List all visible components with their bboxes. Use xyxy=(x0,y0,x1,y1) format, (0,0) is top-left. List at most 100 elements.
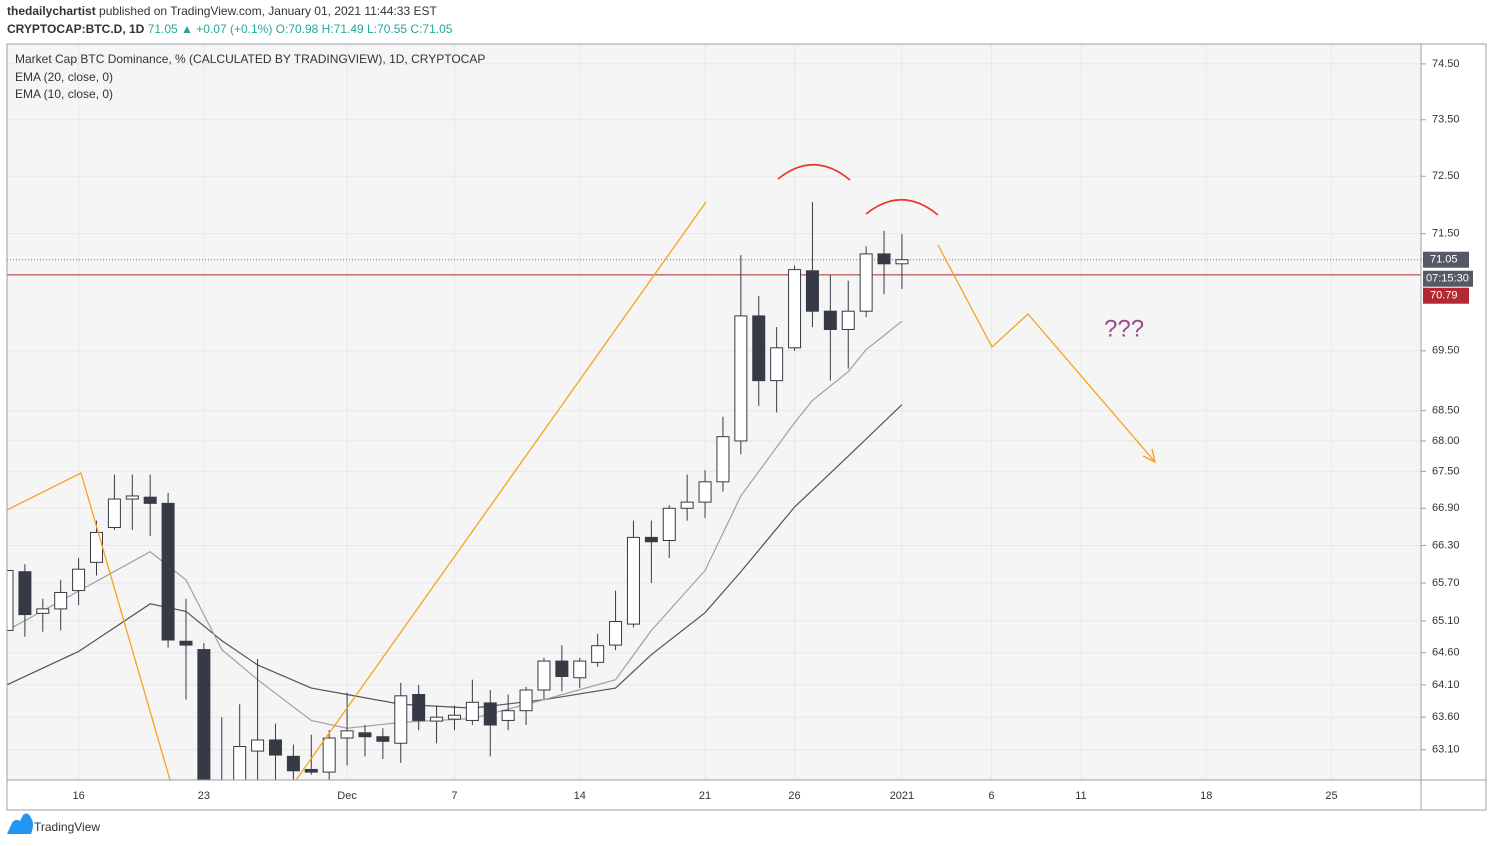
candle-body xyxy=(770,347,784,382)
legend-title: Market Cap BTC Dominance, % (CALCULATED … xyxy=(15,52,485,66)
candle-body xyxy=(662,507,676,542)
candle-body xyxy=(573,660,587,679)
candle-body xyxy=(752,315,766,382)
candle-body xyxy=(143,496,157,504)
candle-body xyxy=(805,270,819,312)
y-tick-label: 68.50 xyxy=(1432,405,1460,417)
candle-body xyxy=(734,315,748,442)
x-tick-label: 6 xyxy=(988,790,994,802)
symbol: CRYPTOCAP:BTC.D, 1D xyxy=(7,22,145,36)
x-tick-label: 14 xyxy=(574,790,586,802)
arrow-head xyxy=(1142,448,1156,464)
price-line-label: 70.79 xyxy=(1430,290,1458,302)
legend-entry: EMA (10, close, 0) xyxy=(15,87,113,101)
y-tick-label: 65.10 xyxy=(1432,615,1460,627)
y-tick-label: 63.10 xyxy=(1432,744,1460,756)
frame xyxy=(6,43,1487,811)
y-tick-label: 63.60 xyxy=(1432,711,1460,723)
candle-body xyxy=(895,259,909,265)
candle-body xyxy=(841,310,855,330)
x-tick-label: 11 xyxy=(1075,790,1086,802)
candle-body xyxy=(680,501,694,509)
candle-body xyxy=(197,649,211,780)
candle-body xyxy=(358,732,372,738)
brand: TradingView xyxy=(34,820,100,834)
x-tick-label: 21 xyxy=(699,790,711,802)
legend: EMA (20, close, 0) EMA (10, close, 0) xyxy=(15,70,113,101)
annotation: ??? xyxy=(1104,315,1144,342)
candle-body xyxy=(823,310,837,330)
candle-body xyxy=(591,645,605,663)
y-tick-label: 64.10 xyxy=(1432,679,1460,691)
countdown-box xyxy=(1423,270,1473,287)
candle-body xyxy=(626,536,640,625)
quote: 71.05 ▲ +0.07 (+0.1%) O:70.98 H:71.49 L:… xyxy=(148,22,453,36)
x-tick-label: 2021 xyxy=(890,790,914,802)
y-tick-label: 68.00 xyxy=(1432,435,1460,447)
drawn-arc xyxy=(777,163,851,181)
candle-body xyxy=(394,695,408,744)
x-tick-label: 26 xyxy=(788,790,800,802)
candle-body xyxy=(268,739,282,756)
drawn-line xyxy=(295,201,707,780)
drawn-line xyxy=(937,244,1156,463)
drawn-line xyxy=(7,472,171,780)
candle-body xyxy=(609,621,623,646)
candle-body xyxy=(716,436,730,483)
candle-body xyxy=(340,730,354,739)
candle-body xyxy=(233,746,247,780)
price-line-box xyxy=(1423,287,1469,304)
y-tick-label: 66.30 xyxy=(1432,539,1460,551)
y-tick-label: 72.50 xyxy=(1432,170,1460,182)
candle-body xyxy=(501,710,515,721)
candle-body xyxy=(859,253,873,312)
candle-body xyxy=(216,786,228,789)
candle-body xyxy=(286,755,300,772)
x-tick-label: 18 xyxy=(1200,790,1212,802)
candle-body xyxy=(537,660,551,691)
candle-body xyxy=(125,495,139,500)
candle-body xyxy=(322,737,336,773)
legend-entry: EMA (20, close, 0) xyxy=(15,70,113,84)
y-tick-label: 73.50 xyxy=(1432,114,1460,126)
y-tick-label: 64.60 xyxy=(1432,647,1460,659)
candle-body xyxy=(447,714,461,720)
candle-body xyxy=(465,701,479,721)
candle-body xyxy=(7,569,14,631)
publisher-name: thedailychartist xyxy=(7,4,96,18)
logo-icon xyxy=(7,813,33,834)
brand-logo xyxy=(7,813,33,834)
ema-line xyxy=(7,320,903,729)
candle-body xyxy=(788,269,802,349)
y-tick-label: 74.50 xyxy=(1432,58,1460,70)
grid xyxy=(7,44,1421,780)
candle-body xyxy=(161,502,175,641)
x-tick-label: 25 xyxy=(1325,790,1337,802)
last-price-box xyxy=(1423,251,1469,268)
y-tick-label: 65.70 xyxy=(1432,577,1460,589)
x-tick-label: 16 xyxy=(72,790,84,802)
axes: 63.10 63.60 64.10 64.60 65.10 65.70 66.30 66.90… xyxy=(72,58,1473,802)
candle-body xyxy=(555,660,569,677)
candle-body xyxy=(304,768,318,773)
symbol-line: CRYPTOCAP:BTC.D, 1D 71.05 ▲ +0.07 (+0.1%… xyxy=(7,22,453,36)
candle-body xyxy=(72,568,86,592)
candle-body xyxy=(430,716,444,722)
plot xyxy=(7,202,1421,789)
y-tick-label: 69.50 xyxy=(1432,345,1460,357)
candle-body xyxy=(519,689,533,712)
candle-body xyxy=(412,694,426,721)
y-tick-label: 67.50 xyxy=(1432,465,1460,477)
x-tick-label: Dec xyxy=(337,790,357,802)
candle-body xyxy=(698,481,712,503)
last-price-label: 71.05 xyxy=(1430,254,1458,266)
x-tick-label: 23 xyxy=(198,790,210,802)
candle-body xyxy=(376,736,390,742)
candle-body xyxy=(179,640,193,646)
y-tick-label: 66.90 xyxy=(1432,502,1460,514)
y-tick-label: 71.50 xyxy=(1432,228,1460,240)
candle-body xyxy=(54,591,68,610)
candle-body xyxy=(36,608,50,614)
candle-body xyxy=(107,498,121,528)
